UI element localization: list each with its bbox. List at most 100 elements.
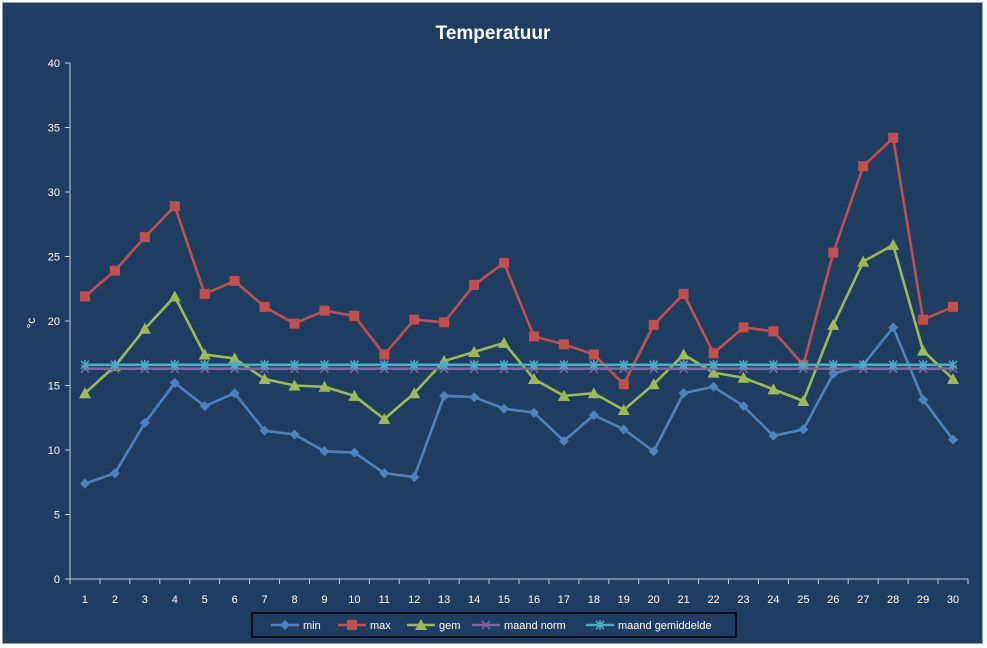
- data-point-max: [439, 317, 450, 328]
- x-tick-label: 29: [917, 594, 929, 606]
- data-point-maand-gemiddelde: [140, 359, 150, 370]
- data-point-max: [558, 339, 569, 350]
- x-tick-label: 18: [588, 594, 600, 606]
- data-point-gem: [917, 344, 930, 356]
- data-point-max: [738, 322, 749, 333]
- data-point-gem: [947, 373, 960, 385]
- data-point-min: [379, 468, 390, 479]
- legend: min max gem maand norm maand gemiddelde: [251, 612, 737, 638]
- data-point-maand-gemiddelde: [679, 359, 689, 370]
- data-point-maand-gemiddelde: [619, 359, 629, 370]
- legend-marker-min: [280, 620, 290, 630]
- data-point-min: [948, 434, 959, 445]
- data-point-max: [888, 132, 899, 143]
- data-point-max: [259, 301, 270, 312]
- data-point-min: [79, 478, 90, 489]
- data-point-max: [409, 314, 420, 325]
- data-point-max: [319, 305, 330, 316]
- data-point-maand-gemiddelde: [559, 359, 569, 370]
- data-point-gem: [198, 348, 211, 360]
- data-point-max: [948, 301, 959, 312]
- data-point-gem: [587, 387, 600, 399]
- data-point-gem: [527, 373, 540, 385]
- data-point-maand-gemiddelde: [529, 359, 539, 370]
- x-tick-label: 24: [767, 594, 779, 606]
- legend-label-min: min: [303, 620, 321, 632]
- data-point-min: [469, 392, 480, 403]
- x-tick-label: 25: [797, 594, 809, 606]
- x-tick-label: 20: [648, 594, 660, 606]
- data-point-gem: [617, 404, 630, 416]
- data-point-min: [499, 403, 510, 414]
- data-point-min: [708, 381, 719, 392]
- legend-item-gem: gem: [407, 619, 460, 632]
- series-maand-gemiddelde: [80, 359, 958, 370]
- data-point-gem: [677, 348, 690, 360]
- data-point-min: [109, 468, 120, 479]
- x-tick-label: 23: [737, 594, 749, 606]
- x-tick-label: 27: [857, 594, 869, 606]
- x-tick-label: 15: [498, 594, 510, 606]
- data-point-maand-gemiddelde: [738, 359, 749, 370]
- x-tick-label: 13: [438, 594, 450, 606]
- data-point-max: [289, 318, 300, 329]
- data-point-maand-gemiddelde: [409, 359, 419, 370]
- data-point-max: [828, 247, 839, 258]
- data-point-min: [349, 447, 360, 458]
- y-tick-label: 5: [54, 510, 60, 522]
- data-point-min: [768, 430, 779, 441]
- data-point-gem: [707, 366, 720, 378]
- data-point-max: [918, 314, 929, 325]
- data-point-gem: [557, 389, 570, 401]
- legend-item-min: min: [271, 620, 321, 632]
- y-tick-label: 15: [48, 381, 60, 393]
- data-point-min: [319, 446, 330, 457]
- data-point-maand-gemiddelde: [439, 359, 449, 370]
- data-point-max: [708, 348, 719, 359]
- data-point-max: [139, 232, 150, 243]
- y-axis-label: °c: [24, 318, 38, 329]
- x-tick-label: 5: [202, 594, 208, 606]
- y-tick-label: 40: [48, 58, 60, 70]
- data-point-max: [678, 288, 689, 299]
- data-point-max: [648, 319, 659, 330]
- x-tick-label: 10: [348, 594, 360, 606]
- data-point-maand-gemiddelde: [948, 359, 958, 370]
- x-tick-label: 17: [558, 594, 570, 606]
- data-point-max: [469, 279, 480, 290]
- series-max: [79, 132, 959, 390]
- data-point-gem: [168, 290, 181, 302]
- x-tick-label: 12: [408, 594, 420, 606]
- data-point-min: [828, 368, 839, 379]
- x-tick-label: 26: [827, 594, 839, 606]
- x-tick-label: 19: [618, 594, 630, 606]
- data-point-maand-gemiddelde: [260, 359, 270, 370]
- data-point-gem: [258, 373, 271, 385]
- y-tick-label: 20: [48, 316, 60, 328]
- data-point-min: [618, 424, 629, 435]
- data-point-max: [379, 349, 390, 360]
- data-point-gem: [318, 380, 331, 392]
- data-point-maand-gemiddelde: [858, 359, 868, 370]
- y-tick-label: 0: [54, 574, 60, 586]
- data-point-min: [888, 322, 899, 333]
- data-point-gem: [228, 352, 241, 364]
- legend-label-maand-gemiddelde: maand gemiddelde: [618, 620, 712, 632]
- x-tick-label: 4: [172, 594, 178, 606]
- data-point-maand-gemiddelde: [230, 359, 240, 370]
- data-point-max: [588, 349, 599, 360]
- x-tick-label: 28: [887, 594, 899, 606]
- data-point-maand-gemiddelde: [469, 359, 479, 370]
- data-point-min: [798, 424, 809, 435]
- data-series: [78, 132, 960, 489]
- data-point-min: [528, 407, 539, 418]
- data-point-min: [169, 377, 180, 388]
- legend-box: [251, 612, 737, 638]
- data-point-maand-gemiddelde: [80, 359, 90, 370]
- data-point-maand-gemiddelde: [170, 359, 180, 370]
- legend-label-max: max: [370, 620, 391, 632]
- data-point-gem: [138, 322, 151, 334]
- data-point-maand-gemiddelde: [649, 359, 659, 370]
- x-tick-label: 9: [321, 594, 327, 606]
